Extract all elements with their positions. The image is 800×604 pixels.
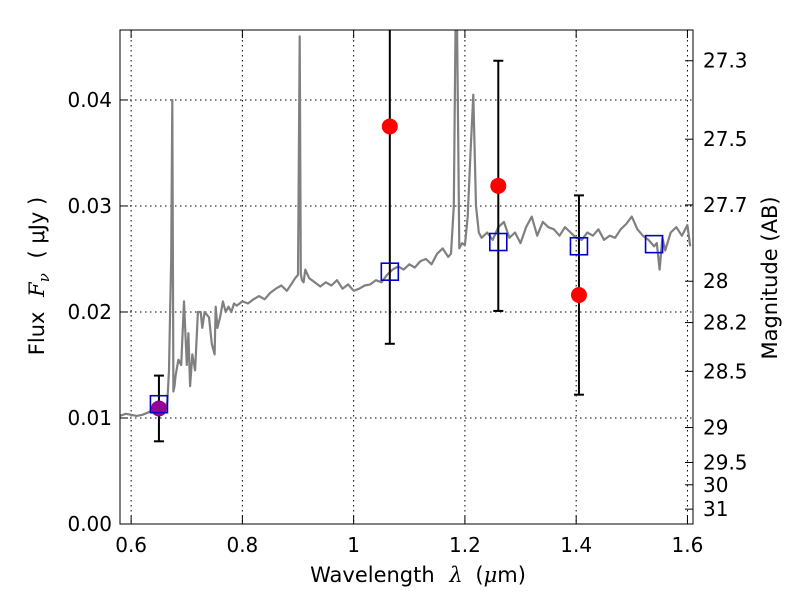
model-point (644, 234, 664, 254)
x-tick-label: 1.4 (560, 533, 592, 557)
y-tick-label: 0.00 (67, 512, 112, 536)
x-axis-label: Wavelength λ (μm) (310, 563, 526, 587)
model-point (380, 262, 400, 281)
errorbar-layer (153, 30, 584, 443)
x-axis-label-text: Wavelength (310, 563, 435, 587)
y-tick-label: 0.03 (67, 194, 112, 218)
x-tick-label: 1 (347, 533, 360, 557)
x-tick-label: 0.6 (115, 533, 147, 557)
right-tick-label: 30 (703, 473, 728, 497)
x-axis-label-unit-open: ( (475, 563, 483, 587)
x-tick-label: 0.8 (226, 533, 258, 557)
model-point (569, 236, 589, 256)
observed-point (381, 118, 398, 135)
y-tick-label: 0.02 (67, 300, 112, 324)
x-axis-label-unit-mu: μ (484, 563, 498, 587)
right-tick-label: 29 (703, 416, 728, 440)
observed-point (150, 400, 167, 417)
model-point (488, 232, 508, 252)
x-axis-label-unit-rest: m) (497, 563, 526, 587)
right-tick-label: 28 (703, 269, 728, 293)
right-tick-label: 27.5 (703, 127, 748, 151)
y-axis-label-symbol: F (25, 281, 49, 298)
plot-frame (119, 29, 694, 525)
right-tick-label: 29.5 (703, 451, 748, 475)
model-point (149, 394, 169, 414)
right-tick-label: 31 (703, 497, 728, 521)
right-axis-label: Magnitude (AB) (758, 196, 782, 359)
y-axis-label-text: Flux (25, 312, 49, 356)
right-tick-label: 27.7 (703, 193, 748, 217)
x-tick-label: 1.2 (449, 533, 481, 557)
right-tick-label: 28.2 (703, 311, 748, 335)
y-tick-label: 0.01 (67, 406, 112, 430)
x-tick-label: 1.6 (672, 533, 704, 557)
x-axis-label-symbol: λ (448, 563, 462, 587)
right-tick-label: 27.3 (703, 49, 748, 73)
spectrum-layer (120, 30, 692, 417)
y-tick-label: 0.04 (67, 88, 112, 112)
y-axis-label-subscript: ν (35, 273, 53, 282)
y-axis-label: Flux Fν ( μJy ) (25, 197, 54, 355)
marker-layer (149, 118, 664, 417)
ticks: 0.6 0.8 1 1.2 1.4 1.6 0.00 0.01 0.02 0.03 0.04 27.3… (67, 30, 748, 557)
y-axis-label-unit: ( μJy ) (25, 197, 49, 259)
observed-point (490, 177, 507, 194)
spectrum-line (120, 30, 692, 417)
grid (120, 30, 693, 525)
right-tick-label: 28.5 (703, 359, 748, 383)
observed-point (570, 287, 587, 304)
